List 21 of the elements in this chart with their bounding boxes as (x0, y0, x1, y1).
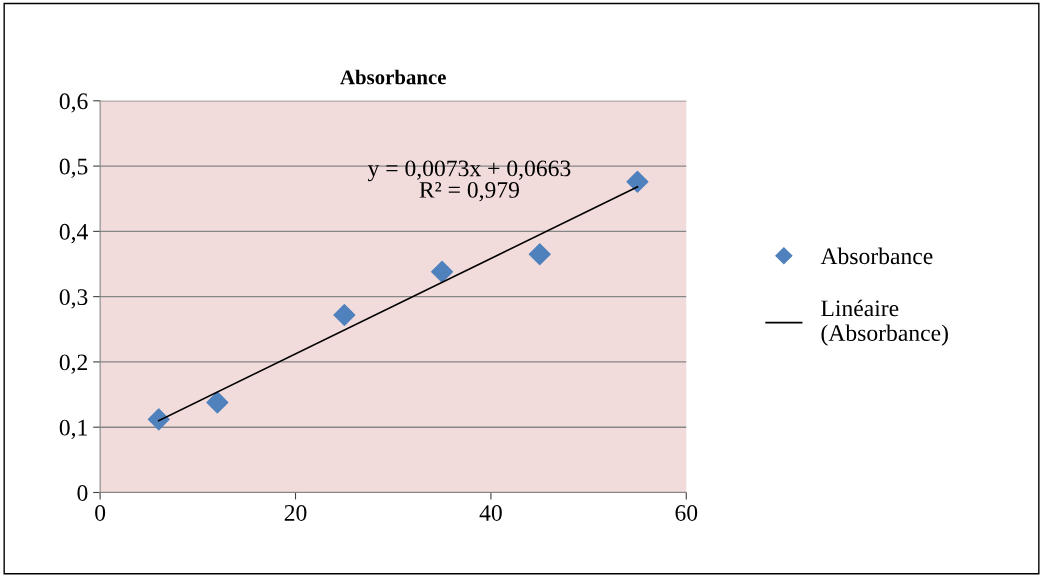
y-tick-label: 0,4 (59, 223, 88, 244)
y-tick-label: 0 (77, 484, 88, 501)
point (626, 170, 649, 193)
legend-label: Linéaire (Absorbance) (821, 299, 948, 346)
y-tick-label: 0,3 (59, 289, 88, 309)
x-tick-label: 40 (479, 504, 502, 521)
y-tick-label: 0,5 (59, 158, 88, 178)
y-tick-label: 0,1 (59, 419, 87, 440)
point (431, 260, 454, 283)
x-tick-label: 20 (284, 504, 307, 521)
y-tick-label: 0,2 (59, 354, 88, 374)
x-tick-label: 60 (675, 504, 698, 521)
point (206, 391, 229, 414)
point (147, 408, 170, 431)
chart-title: Absorbance (340, 69, 446, 85)
annotation: y = 0,0073x + 0,0663 R² = 0,979 (367, 160, 571, 202)
x-tick-label: 0 (95, 504, 106, 521)
point (333, 303, 356, 326)
point (528, 243, 551, 266)
y-tick-label: 0,6 (59, 93, 88, 113)
legend-label: Absorbance (820, 247, 933, 265)
